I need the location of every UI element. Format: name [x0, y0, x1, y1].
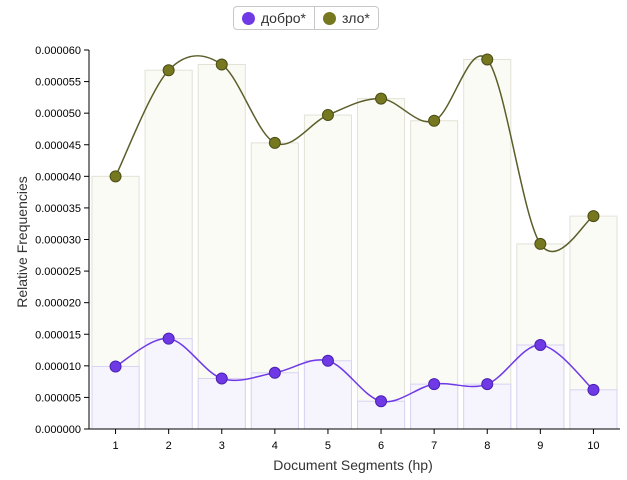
y-tick-label: 0.000010	[35, 361, 81, 373]
y-tick-label: 0.000015	[35, 329, 81, 341]
x-tick-label: 6	[378, 440, 384, 452]
x-tick-label: 5	[325, 440, 331, 452]
data-point-dobro	[375, 395, 388, 408]
data-point-dobro	[321, 354, 334, 367]
y-tick-label: 0.000045	[35, 140, 81, 152]
data-point-dobro	[162, 332, 175, 345]
data-point-zlo	[215, 58, 228, 71]
data-point-zlo	[587, 210, 600, 223]
data-point-zlo	[481, 53, 494, 66]
legend-label: зло*	[342, 10, 370, 26]
axes-layer: 0.000000 0.000005 0.000010 0.000015 0.000020…	[35, 45, 620, 452]
y-tick-label: 0.000035	[35, 203, 81, 215]
x-axis-title: Document Segments (hp)	[273, 457, 433, 473]
series-line-zlo	[114, 55, 594, 253]
bar-dobro	[569, 389, 618, 430]
x-tick-label: 10	[587, 440, 599, 452]
data-point-zlo	[375, 92, 388, 105]
x-tick-label: 3	[219, 440, 225, 452]
bar-dobro	[250, 372, 299, 430]
x-tick-label: 4	[272, 440, 278, 452]
bar-dobro	[144, 338, 193, 430]
bar-dobro	[516, 344, 565, 430]
data-point-dobro	[534, 338, 547, 351]
y-tick-label: 0.000020	[35, 298, 81, 310]
bar-dobro	[197, 377, 246, 430]
legend-swatch-icon	[323, 11, 336, 25]
y-tick-label: 0.000005	[35, 392, 81, 404]
data-point-zlo	[428, 114, 441, 127]
x-tick-label: 1	[112, 440, 118, 452]
y-tick-label: 0.000040	[35, 171, 81, 183]
data-point-dobro	[215, 372, 228, 385]
data-point-dobro	[109, 360, 122, 373]
data-point-zlo	[534, 237, 547, 250]
y-axis-title: Relative Frequencies	[14, 176, 30, 308]
points-layer	[109, 53, 600, 408]
y-tick-label: 0.000000	[35, 424, 81, 436]
y-tick-label: 0.000055	[35, 77, 81, 89]
data-point-dobro	[587, 383, 600, 396]
data-point-zlo	[321, 109, 334, 122]
bar-dobro	[91, 365, 140, 430]
data-point-dobro	[428, 378, 441, 391]
data-point-dobro	[481, 378, 494, 391]
x-tick-label: 7	[431, 440, 437, 452]
legend-swatch-icon	[242, 11, 255, 25]
y-tick-label: 0.000025	[35, 266, 81, 278]
bar-dobro	[463, 383, 512, 430]
data-point-dobro	[268, 366, 281, 379]
bar-dobro	[303, 360, 352, 430]
bars-layer	[91, 58, 618, 430]
series-line-dobro	[115, 337, 594, 403]
chart-legend: добро* зло*	[233, 6, 379, 30]
bar-zlo	[357, 98, 406, 430]
bar-zlo	[410, 120, 459, 430]
x-tick-label: 9	[537, 440, 543, 452]
y-tick-label: 0.000030	[35, 235, 81, 247]
data-point-zlo	[109, 170, 122, 183]
x-tick-label: 8	[484, 440, 490, 452]
legend-item[interactable]: зло*	[314, 7, 378, 29]
y-tick-label: 0.000050	[35, 108, 81, 120]
bar-zlo	[463, 58, 512, 430]
legend-label: добро*	[261, 10, 306, 26]
bar-dobro	[410, 383, 459, 430]
data-point-zlo	[162, 64, 175, 77]
x-tick-label: 2	[166, 440, 172, 452]
data-point-zlo	[268, 136, 281, 149]
legend-item[interactable]: добро*	[234, 7, 314, 29]
lines-layer	[114, 55, 594, 403]
y-tick-label: 0.000060	[35, 45, 81, 57]
